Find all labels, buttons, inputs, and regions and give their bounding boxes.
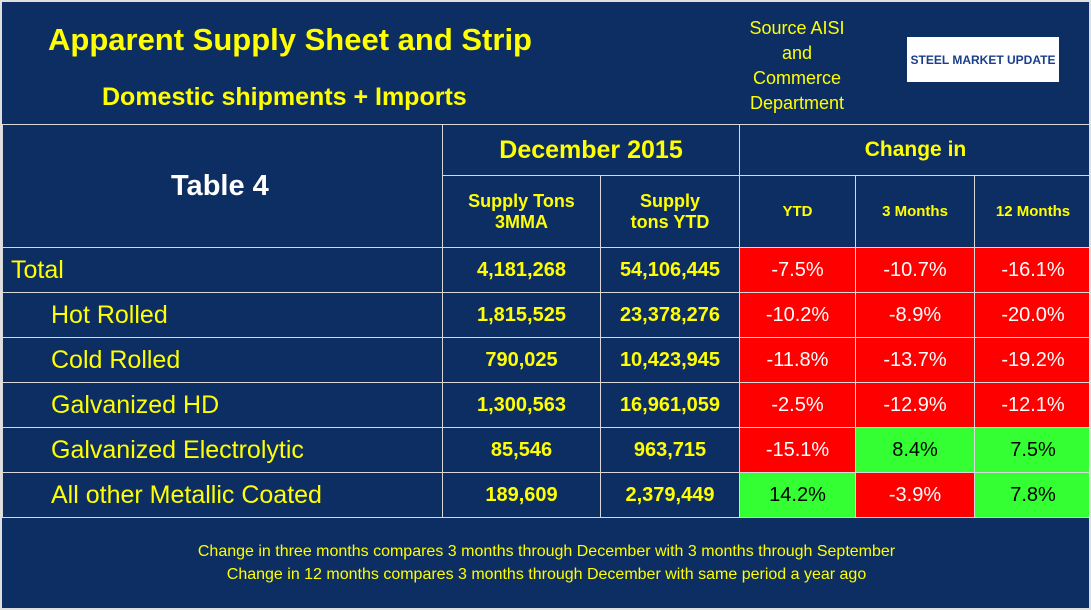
change-cell: 8.4%: [855, 427, 975, 473]
footer-line: Change in 12 months compares 3 months th…: [226, 566, 867, 583]
change-cell: -12.9%: [855, 382, 975, 428]
change-cell: -2.5%: [739, 382, 856, 428]
cell: 16,961,059: [600, 382, 740, 428]
cell: 54,106,445: [600, 247, 740, 293]
row-label: Cold Rolled: [2, 337, 443, 383]
cell: 23,378,276: [600, 292, 740, 338]
row-label: Galvanized Electrolytic: [2, 427, 443, 473]
row: All other Metallic Coated 189,609 2,379,44…: [2, 472, 1089, 518]
source: Source AISI and Commerce Department: [722, 16, 872, 116]
source-line: and: [781, 43, 813, 63]
change-cell: 7.8%: [974, 472, 1089, 518]
group-header: Change in: [739, 124, 1089, 176]
column-header: 3 Months: [855, 175, 975, 248]
table-label: Table 4: [2, 124, 443, 248]
logo: STEEL MARKET UPDATE: [907, 37, 1059, 82]
group-header: December 2015: [442, 124, 740, 176]
row-label: Galvanized HD: [2, 382, 443, 428]
table: Table 4 December 2015 Change in Supply T…: [2, 124, 1089, 518]
change-cell: 7.5%: [974, 427, 1089, 473]
row-label: Hot Rolled: [2, 292, 443, 338]
change-cell: -19.2%: [974, 337, 1089, 383]
footer-line: Change in three months compares 3 months…: [197, 543, 896, 560]
row: Total 4,181,268 54,106,445 -7.5% -10.7% -16.1…: [2, 247, 1089, 293]
cell: 963,715: [600, 427, 740, 473]
cell: 10,423,945: [600, 337, 740, 383]
change-cell: -7.5%: [739, 247, 856, 293]
cell: 1,300,563: [442, 382, 601, 428]
change-cell: -16.1%: [974, 247, 1089, 293]
source-line: Source AISI: [749, 18, 845, 38]
change-cell: -10.7%: [855, 247, 975, 293]
column-header: Supply Tons 3MMA: [442, 175, 601, 248]
cell: 2,379,449: [600, 472, 740, 518]
cell: 85,546: [442, 427, 601, 473]
title: Apparent Supply Sheet and Strip: [48, 22, 532, 57]
change-cell: -13.7%: [855, 337, 975, 383]
cell: 4,181,268: [442, 247, 601, 293]
row-label: Total: [2, 247, 443, 293]
change-cell: 14.2%: [739, 472, 856, 518]
cell: 790,025: [442, 337, 601, 383]
column-header: YTD: [739, 175, 856, 248]
row: Galvanized HD 1,300,563 16,961,059 -2.5% -12…: [2, 382, 1089, 428]
cell: 1,815,525: [442, 292, 601, 338]
change-cell: -12.1%: [974, 382, 1089, 428]
row: Hot Rolled 1,815,525 23,378,276 -10.2% -8.9%…: [2, 292, 1089, 338]
change-cell: -11.8%: [739, 337, 856, 383]
source-line: Commerce: [752, 68, 841, 88]
subtitle: Domestic shipments + Imports: [102, 83, 467, 111]
row: Galvanized Electrolytic 85,546 963,715 -15.…: [2, 427, 1089, 473]
change-cell: -3.9%: [855, 472, 975, 518]
cell: 189,609: [442, 472, 601, 518]
footer: Change in three months compares 3 months…: [2, 540, 1089, 586]
change-cell: -20.0%: [974, 292, 1089, 338]
column-header: 12 Months: [974, 175, 1089, 248]
column-header: Supply tons YTD: [600, 175, 740, 248]
row: Cold Rolled 790,025 10,423,945 -11.8% -13.7%…: [2, 337, 1089, 383]
source-line: Department: [749, 93, 845, 113]
change-cell: -15.1%: [739, 427, 856, 473]
change-cell: -10.2%: [739, 292, 856, 338]
change-cell: -8.9%: [855, 292, 975, 338]
row-label: All other Metallic Coated: [2, 472, 443, 518]
